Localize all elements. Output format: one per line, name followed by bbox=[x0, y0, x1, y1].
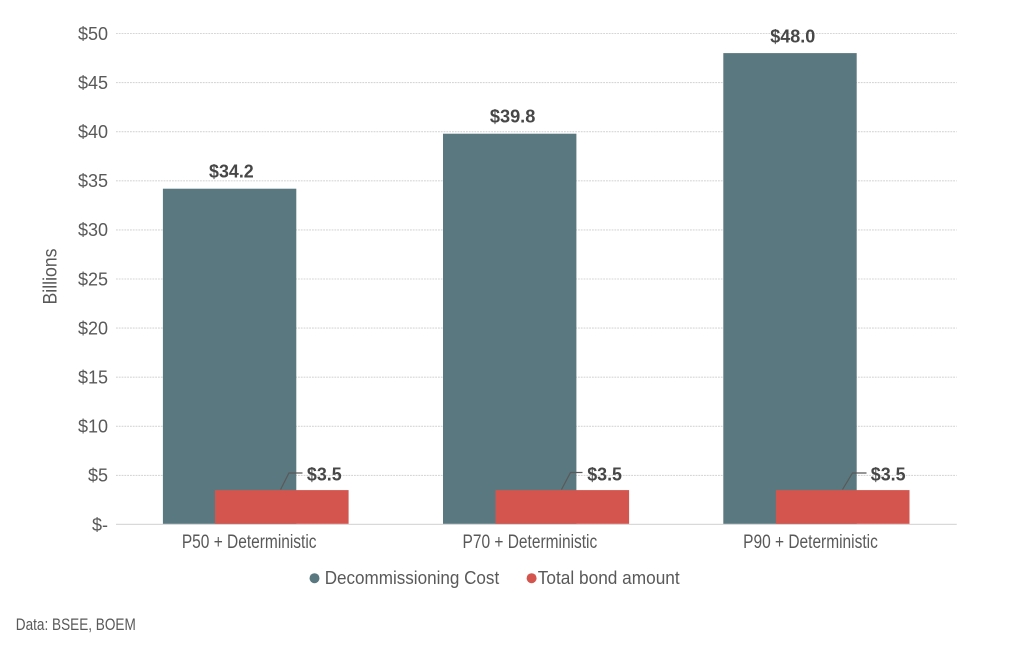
svg-text:Data: BSEE, BOEM: Data: BSEE, BOEM bbox=[16, 616, 136, 634]
svg-text:Decommissioning Cost: Decommissioning Cost bbox=[325, 568, 500, 588]
svg-text:$30: $30 bbox=[78, 220, 108, 240]
svg-text:$3.5: $3.5 bbox=[587, 464, 622, 484]
svg-text:$3.5: $3.5 bbox=[871, 464, 906, 484]
svg-text:P90 + Deterministic: P90 + Deterministic bbox=[743, 532, 878, 553]
svg-text:Billions: Billions bbox=[40, 248, 62, 304]
svg-text:P50 + Deterministic: P50 + Deterministic bbox=[182, 532, 317, 553]
svg-text:$15: $15 bbox=[78, 368, 108, 388]
svg-text:$50: $50 bbox=[78, 24, 108, 44]
svg-text:$34.2: $34.2 bbox=[209, 162, 254, 182]
svg-text:$3.5: $3.5 bbox=[307, 464, 342, 484]
svg-text:$48.0: $48.0 bbox=[770, 26, 815, 46]
svg-text:$10: $10 bbox=[78, 417, 108, 437]
svg-text:Total bond amount: Total bond amount bbox=[538, 568, 680, 588]
svg-text:$45: $45 bbox=[78, 73, 108, 93]
svg-text:P70 + Deterministic: P70 + Deterministic bbox=[463, 532, 598, 553]
svg-text:$25: $25 bbox=[78, 269, 108, 289]
svg-text:$20: $20 bbox=[78, 318, 108, 338]
svg-text:$40: $40 bbox=[78, 122, 108, 142]
svg-text:$5: $5 bbox=[88, 466, 108, 486]
svg-text:$-: $- bbox=[92, 515, 108, 535]
svg-text:$35: $35 bbox=[78, 171, 108, 191]
svg-text:$39.8: $39.8 bbox=[490, 106, 536, 126]
